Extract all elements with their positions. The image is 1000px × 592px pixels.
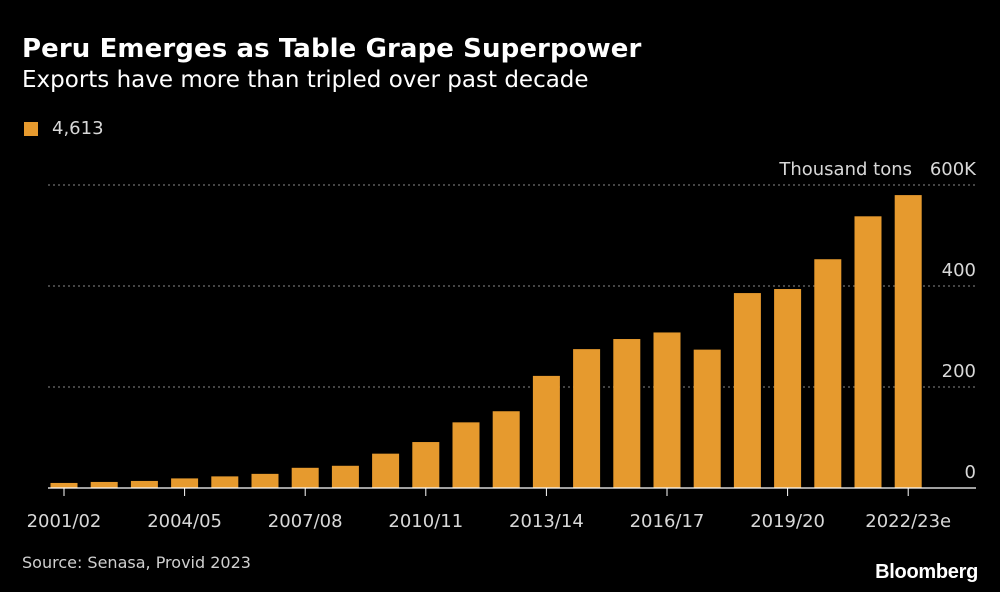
legend: 4,613 (24, 118, 104, 139)
x-tick-label: 2022/23e (865, 511, 951, 532)
x-tick-label: 2019/20 (750, 511, 825, 532)
x-tick-label: 2001/02 (27, 511, 102, 532)
x-tick-label: 2004/05 (147, 511, 222, 532)
bar (613, 339, 641, 488)
bar (50, 482, 78, 488)
y-tick-label: 400 (942, 260, 976, 281)
bar (814, 259, 842, 488)
y-tick-label: 200 (942, 361, 976, 382)
bar (452, 422, 480, 488)
y-axis-label: Thousand tons (778, 159, 912, 180)
bar (331, 465, 359, 488)
bar (372, 453, 400, 488)
x-tick-label: 2013/14 (509, 511, 584, 532)
x-tick-label: 2010/11 (388, 511, 463, 532)
bar (291, 467, 319, 488)
chart-subtitle: Exports have more than tripled over past… (22, 67, 589, 93)
y-tick-label: 0 (965, 462, 976, 483)
bar (90, 481, 118, 488)
bar (412, 442, 440, 488)
bloomberg-logo: Bloomberg (875, 561, 978, 583)
source-note: Source: Senasa, Provid 2023 (22, 553, 251, 572)
bar (251, 473, 279, 488)
bar (894, 195, 922, 488)
x-tick-label: 2016/17 (630, 511, 705, 532)
bar (653, 332, 681, 488)
bar (492, 411, 520, 488)
y-tick-label: 600K (930, 159, 977, 180)
bar (171, 478, 199, 488)
bar (130, 480, 158, 488)
x-tick-label: 2007/08 (268, 511, 343, 532)
chart-title: Peru Emerges as Table Grape Superpower (22, 34, 642, 64)
bar (774, 289, 802, 488)
bar (854, 216, 882, 488)
legend-label: 4,613 (52, 118, 104, 139)
bar (733, 293, 761, 488)
legend-swatch (24, 121, 38, 136)
bar (211, 476, 239, 488)
bar (573, 349, 601, 488)
bar (532, 375, 560, 488)
bar (693, 349, 721, 488)
